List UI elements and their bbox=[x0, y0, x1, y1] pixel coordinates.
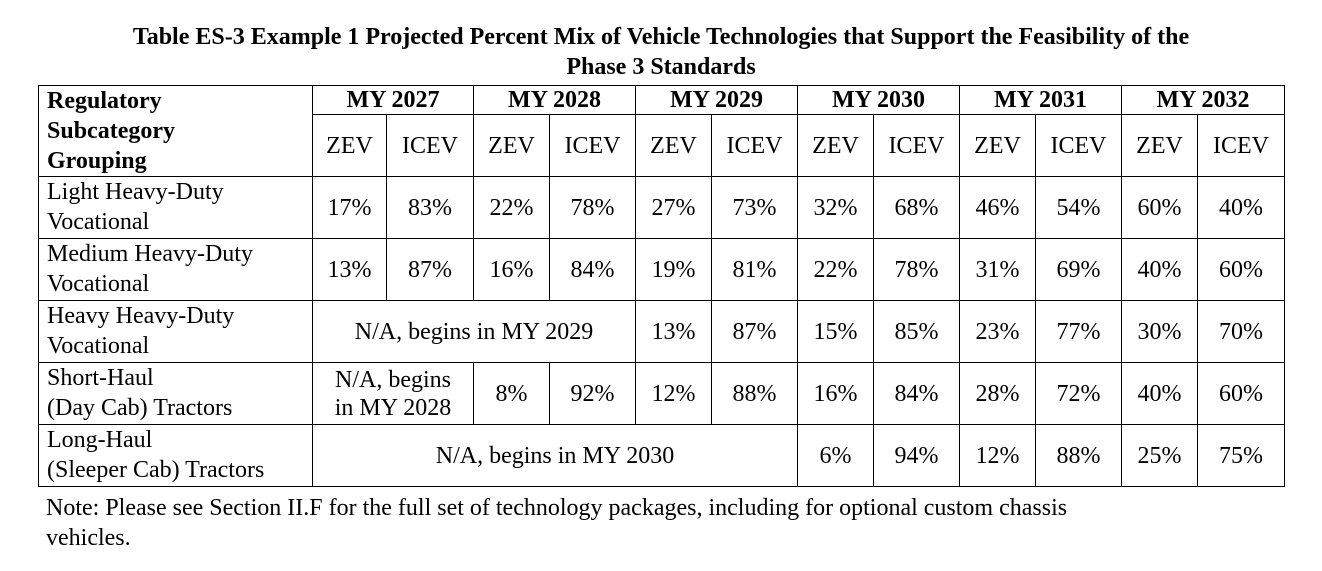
data-cell: 68% bbox=[873, 176, 960, 239]
data-cell: 72% bbox=[1035, 362, 1122, 425]
data-cell: 46% bbox=[959, 176, 1036, 239]
column-header: ICEV bbox=[711, 114, 798, 177]
row-label: Light Heavy-Duty Vocational bbox=[38, 176, 313, 239]
column-header: ZEV bbox=[312, 114, 387, 177]
column-header: ZEV bbox=[797, 114, 874, 177]
year-header: MY 2027 bbox=[312, 84, 474, 116]
data-cell: 92% bbox=[549, 362, 636, 425]
data-cell: 84% bbox=[873, 362, 960, 425]
row-label: Short-Haul (Day Cab) Tractors bbox=[38, 362, 313, 425]
row-label: Long-Haul (Sleeper Cab) Tractors bbox=[38, 424, 313, 487]
year-header: MY 2028 bbox=[473, 84, 636, 116]
data-cell: 22% bbox=[797, 238, 874, 301]
data-cell: 88% bbox=[711, 362, 798, 425]
data-cell: 6% bbox=[797, 424, 874, 487]
table-row: Heavy Heavy-Duty Vocational N/A, begins i… bbox=[38, 300, 1285, 363]
table-body: Regulatory Subcategory Grouping MY 2027 … bbox=[38, 84, 1285, 487]
data-cell: 60% bbox=[1197, 362, 1285, 425]
data-cell: 27% bbox=[635, 176, 712, 239]
column-header: ICEV bbox=[1197, 114, 1285, 177]
table-note: Note: Please see Section II.F for the fu… bbox=[46, 495, 1068, 551]
data-cell: 87% bbox=[386, 238, 474, 301]
data-cell: 87% bbox=[711, 300, 798, 363]
column-header: ZEV bbox=[635, 114, 712, 177]
data-cell: 16% bbox=[797, 362, 874, 425]
data-cell: 25% bbox=[1121, 424, 1198, 487]
year-header: MY 2032 bbox=[1121, 84, 1285, 116]
data-cell: N/A, begins in MY 2029 bbox=[312, 300, 636, 363]
table-row: Light Heavy-Duty Vocational 17% 83% 22% 78% 2… bbox=[38, 176, 1285, 239]
data-cell: 15% bbox=[797, 300, 874, 363]
data-cell: 40% bbox=[1197, 176, 1285, 239]
data-cell: 40% bbox=[1121, 238, 1198, 301]
header-cell: Regulatory Subcategory Grouping bbox=[38, 85, 313, 177]
data-cell: 78% bbox=[873, 238, 960, 301]
table-row: Medium Heavy-Duty Vocational 13% 87% 16% 84%… bbox=[38, 238, 1285, 301]
data-cell: 13% bbox=[312, 238, 387, 301]
column-header: ZEV bbox=[959, 114, 1036, 177]
header-row: Regulatory Subcategory Grouping MY 2027 … bbox=[38, 84, 1285, 177]
data-cell: 75% bbox=[1197, 424, 1285, 487]
data-cell: 94% bbox=[873, 424, 960, 487]
data-cell: 17% bbox=[312, 176, 387, 239]
data-cell: 16% bbox=[473, 238, 550, 301]
data-table: Regulatory Subcategory Grouping MY 2027 … bbox=[38, 84, 1285, 487]
column-header: ICEV bbox=[873, 114, 960, 177]
data-cell: 8% bbox=[473, 362, 550, 425]
data-cell: 28% bbox=[959, 362, 1036, 425]
year-header: MY 2029 bbox=[635, 84, 798, 116]
data-cell: 84% bbox=[549, 238, 636, 301]
data-cell: 60% bbox=[1197, 238, 1285, 301]
data-cell: 19% bbox=[635, 238, 712, 301]
data-cell: 12% bbox=[635, 362, 712, 425]
data-cell: 22% bbox=[473, 176, 550, 239]
table-row: Long-Haul (Sleeper Cab) Tractors N/A, beg… bbox=[38, 424, 1285, 487]
data-cell: 73% bbox=[711, 176, 798, 239]
column-header: ICEV bbox=[386, 114, 474, 177]
column-header: ICEV bbox=[1035, 114, 1122, 177]
data-cell: 40% bbox=[1121, 362, 1198, 425]
data-cell: 70% bbox=[1197, 300, 1285, 363]
data-cell: 30% bbox=[1121, 300, 1198, 363]
data-cell: N/A, begins in MY 2030 bbox=[312, 424, 798, 487]
data-cell: 77% bbox=[1035, 300, 1122, 363]
data-cell: 88% bbox=[1035, 424, 1122, 487]
data-cell: 12% bbox=[959, 424, 1036, 487]
data-cell: 13% bbox=[635, 300, 712, 363]
data-cell: 69% bbox=[1035, 238, 1122, 301]
data-cell: N/A, begins in MY 2028 bbox=[312, 362, 474, 425]
data-cell: 78% bbox=[549, 176, 636, 239]
column-header: ZEV bbox=[1121, 114, 1198, 177]
table-row: Short-Haul (Day Cab) Tractors N/A, begins… bbox=[38, 362, 1285, 425]
table-title: Table ES-3 Example 1 Projected Percent M… bbox=[132, 24, 1190, 80]
year-header: MY 2030 bbox=[797, 84, 960, 116]
row-label: Heavy Heavy-Duty Vocational bbox=[38, 300, 313, 363]
year-header: MY 2031 bbox=[959, 84, 1122, 116]
data-cell: 23% bbox=[959, 300, 1036, 363]
data-cell: 54% bbox=[1035, 176, 1122, 239]
data-cell: 85% bbox=[873, 300, 960, 363]
data-cell: 81% bbox=[711, 238, 798, 301]
data-cell: 83% bbox=[386, 176, 474, 239]
column-header: ZEV bbox=[473, 114, 550, 177]
row-label: Medium Heavy-Duty Vocational bbox=[38, 238, 313, 301]
data-cell: 60% bbox=[1121, 176, 1198, 239]
data-cell: 31% bbox=[959, 238, 1036, 301]
column-header: ICEV bbox=[549, 114, 636, 177]
data-cell: 32% bbox=[797, 176, 874, 239]
